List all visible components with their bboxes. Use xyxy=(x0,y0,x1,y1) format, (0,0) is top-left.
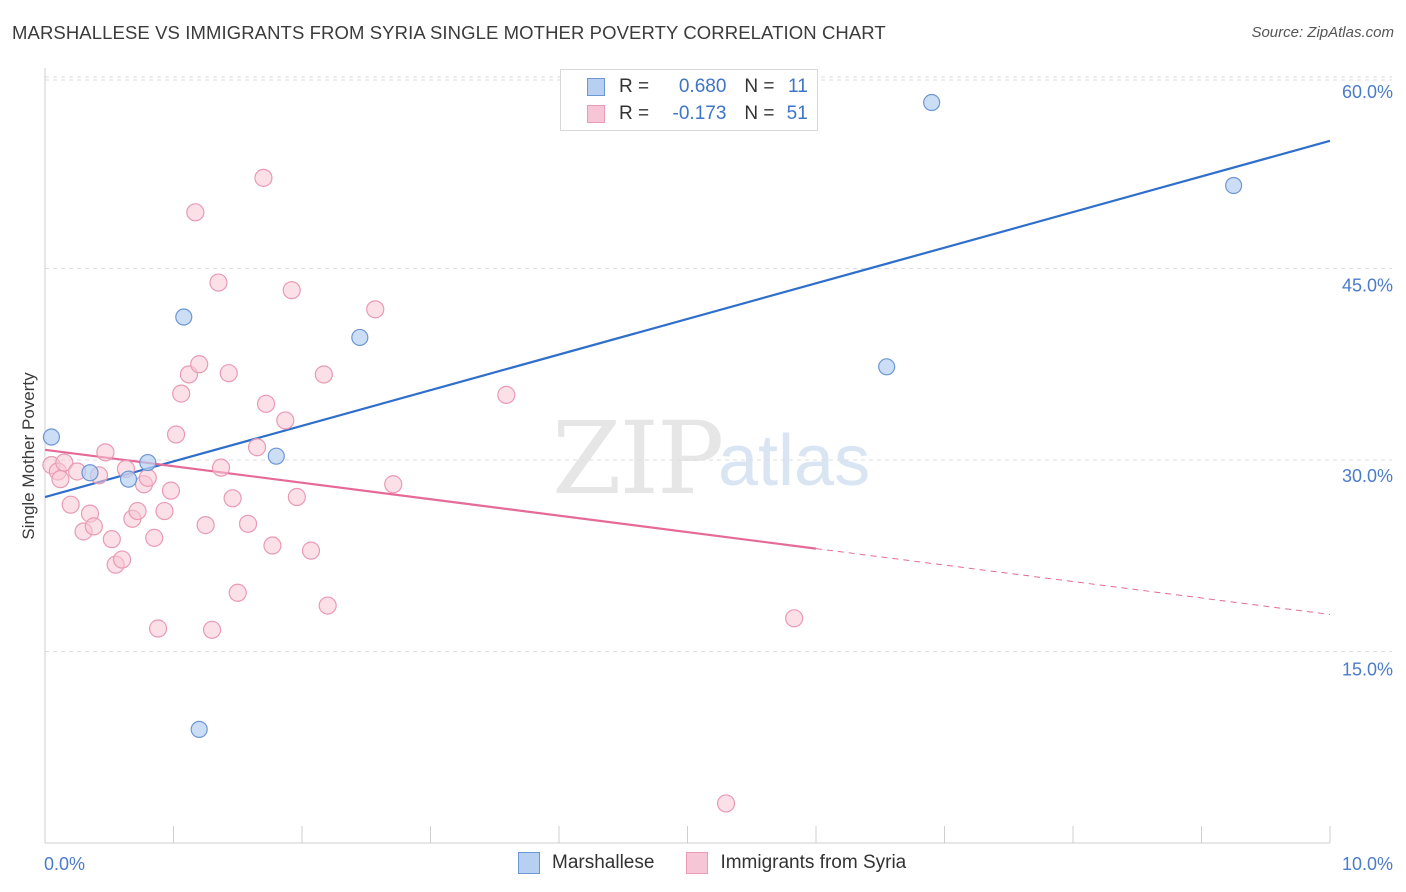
series-legend: Marshallese Immigrants from Syria xyxy=(518,852,938,874)
data-point-marshallese xyxy=(81,464,99,482)
data-point-syria xyxy=(190,355,209,374)
data-point-syria xyxy=(196,516,215,535)
legend-label-marshallese: Marshallese xyxy=(552,852,655,873)
legend-swatch-pink xyxy=(587,105,605,123)
y-tick-label: 45.0% xyxy=(1342,276,1393,296)
data-point-marshallese xyxy=(267,447,285,465)
trend-line-marshallese xyxy=(44,139,1331,499)
legend-label-syria: Immigrants from Syria xyxy=(720,852,907,873)
source-label: Source: ZipAtlas.com xyxy=(1251,24,1394,41)
data-point-syria xyxy=(155,501,174,521)
data-point-syria xyxy=(96,443,115,462)
data-point-syria xyxy=(51,470,70,489)
data-point-syria xyxy=(223,489,242,508)
data-point-syria xyxy=(219,364,238,383)
legend-n-value: 11 xyxy=(788,76,808,97)
x-tick-label: 0.0% xyxy=(44,854,85,874)
legend-row-syria: R = -0.173 N = 51 xyxy=(587,102,808,126)
legend-r-value: 0.680 xyxy=(678,76,727,97)
chart-title: MARSHALLESE VS IMMIGRANTS FROM SYRIA SIN… xyxy=(12,22,886,43)
data-point-syria xyxy=(301,541,321,560)
data-point-syria xyxy=(384,475,403,494)
tick-labels: 15.0% 30.0% 45.0% 60.0% 0.0% 10.0% xyxy=(44,82,1393,874)
watermark-atlas: atlas xyxy=(718,421,871,501)
data-point-syria xyxy=(497,385,516,404)
data-point-syria xyxy=(166,425,186,444)
data-point-marshallese xyxy=(351,328,369,347)
y-tick-label: 15.0% xyxy=(1342,660,1393,680)
axes xyxy=(44,68,1331,844)
data-point-syria xyxy=(209,273,228,292)
correlation-legend: R = 0.680 N = 11 R = -0.173 N = 51 xyxy=(560,69,818,131)
legend-r-label: R = xyxy=(619,103,650,124)
data-point-syria xyxy=(61,495,80,514)
data-point-syria xyxy=(145,528,164,547)
data-point-marshallese xyxy=(1225,176,1243,195)
data-point-syria xyxy=(161,481,181,500)
data-point-syria xyxy=(256,394,276,413)
grid-lines xyxy=(45,76,1392,652)
data-point-syria xyxy=(254,168,273,187)
data-points xyxy=(42,93,1243,813)
data-point-syria xyxy=(785,609,804,628)
data-point-syria xyxy=(84,517,103,536)
data-point-syria xyxy=(314,365,333,384)
legend-n-label: N = xyxy=(744,103,775,124)
data-point-syria xyxy=(366,300,385,319)
watermark-zip: ZIP xyxy=(552,400,724,517)
legend-swatch-pink xyxy=(686,852,709,874)
legend-swatch-blue xyxy=(518,852,540,874)
data-point-syria xyxy=(228,583,247,602)
data-point-syria xyxy=(716,794,736,813)
data-point-marshallese xyxy=(42,428,61,446)
data-point-marshallese xyxy=(119,470,138,488)
legend-n-value: 51 xyxy=(786,103,808,124)
data-point-syria xyxy=(247,438,267,457)
data-point-syria xyxy=(112,550,132,569)
data-point-syria xyxy=(276,411,295,430)
legend-item-syria[interactable]: Immigrants from Syria xyxy=(686,852,906,874)
data-point-marshallese xyxy=(923,93,941,112)
legend-n-label: N = xyxy=(744,76,775,97)
y-axis-label: Single Mother Poverty xyxy=(19,372,38,540)
trend-line-syria-extension xyxy=(815,548,1331,615)
x-tick-label: 10.0% xyxy=(1342,854,1393,874)
data-point-syria xyxy=(102,530,121,549)
data-point-syria xyxy=(128,501,147,521)
data-point-marshallese xyxy=(878,358,896,376)
data-point-syria xyxy=(287,487,306,507)
data-point-syria xyxy=(138,468,157,487)
legend-r-label: R = xyxy=(619,76,650,97)
legend-item-marshallese[interactable]: Marshallese xyxy=(518,852,654,874)
legend-swatch-blue xyxy=(587,78,605,96)
trend-lines xyxy=(44,139,1331,615)
data-point-syria xyxy=(172,384,191,403)
data-point-syria xyxy=(148,619,168,638)
data-point-syria xyxy=(263,536,282,555)
data-point-marshallese xyxy=(190,720,208,738)
y-tick-label: 30.0% xyxy=(1342,466,1393,486)
data-point-syria xyxy=(186,203,205,222)
data-point-syria xyxy=(282,281,301,300)
y-tick-label: 60.0% xyxy=(1342,82,1393,102)
data-point-syria xyxy=(202,620,222,639)
trend-line-syria xyxy=(44,448,817,550)
data-point-syria xyxy=(238,514,258,533)
data-point-marshallese xyxy=(175,308,193,326)
legend-row-marshallese: R = 0.680 N = 11 xyxy=(587,75,808,99)
data-point-syria xyxy=(211,458,231,477)
legend-r-value: -0.173 xyxy=(672,103,727,124)
data-point-marshallese xyxy=(139,453,157,472)
data-point-syria xyxy=(318,596,337,615)
